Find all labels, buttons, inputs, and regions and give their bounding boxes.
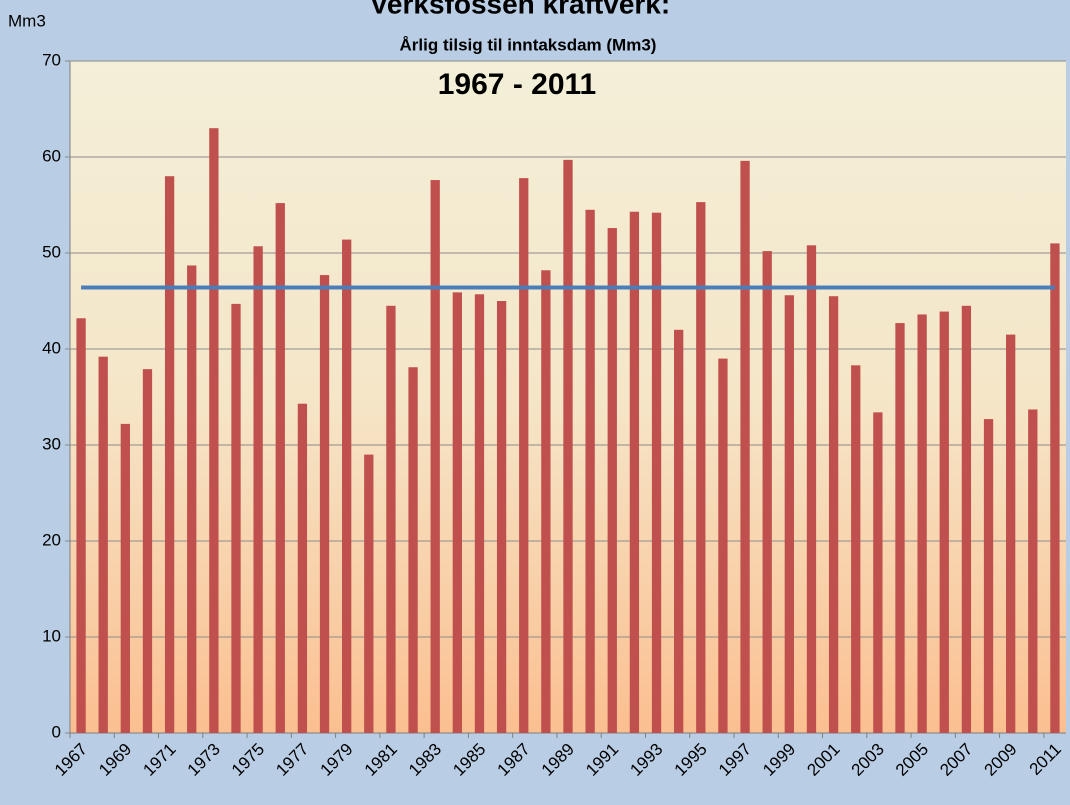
bar <box>1028 409 1038 733</box>
bar <box>629 211 640 734</box>
bar <box>563 159 573 733</box>
y-axis-label: Mm3 <box>8 11 46 30</box>
bar <box>209 128 219 733</box>
bar <box>231 303 241 733</box>
bar <box>164 176 175 733</box>
bar <box>762 251 772 733</box>
bar <box>541 270 551 733</box>
bar <box>76 318 86 733</box>
bar <box>806 245 817 733</box>
bar <box>895 323 905 733</box>
bar <box>496 301 507 733</box>
y-tick-label: 50 <box>42 242 61 261</box>
bar <box>961 305 972 733</box>
bar <box>297 403 308 733</box>
bar <box>1006 334 1016 733</box>
bar <box>120 423 130 733</box>
chart-title: Verksfossen kraftverk: <box>370 0 670 19</box>
bar <box>674 329 684 733</box>
bar <box>408 367 418 733</box>
y-tick-label: 0 <box>52 722 61 741</box>
y-tick-label: 20 <box>42 530 61 549</box>
y-tick-label: 30 <box>42 434 61 453</box>
bar <box>342 239 352 733</box>
bar <box>696 202 706 733</box>
bar <box>98 356 108 733</box>
chart-subtitle: Årlig tilsig til inntaksdam (Mm3) <box>400 35 657 54</box>
y-tick-label: 60 <box>42 146 61 165</box>
bar <box>718 358 728 733</box>
bar <box>740 160 750 734</box>
bar <box>452 292 462 733</box>
bar <box>585 209 595 734</box>
bar <box>983 419 994 733</box>
bar <box>142 369 153 733</box>
bar <box>851 365 861 733</box>
bar <box>828 296 839 733</box>
bar <box>939 311 949 733</box>
y-tick-label: 40 <box>42 338 61 357</box>
bar <box>607 228 617 734</box>
y-tick-label: 70 <box>42 50 61 69</box>
bar <box>187 265 197 733</box>
bar <box>917 314 927 733</box>
bar <box>519 178 529 733</box>
bar <box>873 412 883 733</box>
bar <box>430 180 440 734</box>
period-label: 1967 - 2011 <box>438 68 596 101</box>
bar <box>784 295 794 733</box>
bar <box>651 212 662 733</box>
bar <box>1050 243 1060 733</box>
bar <box>474 294 485 733</box>
bar <box>386 305 396 733</box>
y-tick-label: 10 <box>42 626 61 645</box>
bar <box>253 246 263 733</box>
bar <box>319 275 330 733</box>
bar <box>364 454 374 733</box>
bar <box>275 203 285 733</box>
